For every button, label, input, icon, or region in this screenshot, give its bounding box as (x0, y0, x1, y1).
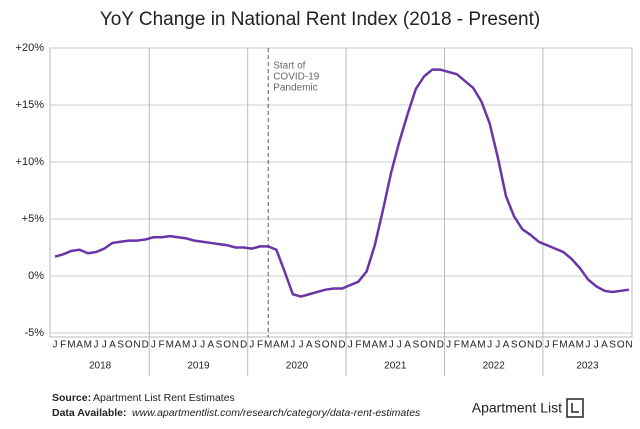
x-tick-label: N (232, 340, 239, 351)
x-tick-label: D (535, 340, 542, 351)
x-tick-label: J (94, 340, 99, 351)
data-available-label: Data Available: (52, 407, 127, 419)
plot-border (49, 47, 633, 338)
x-tick-label: M (576, 340, 584, 351)
y-tick-label: 0% (28, 270, 44, 282)
x-tick-label: O (125, 340, 133, 351)
x-tick-label: N (330, 340, 337, 351)
x-tick-label: F (454, 340, 460, 351)
x-tick-label: J (53, 340, 58, 351)
x-tick-label: J (299, 340, 304, 351)
x-tick-label: D (338, 340, 345, 351)
chart-title: YoY Change in National Rent Index (2018 … (100, 9, 540, 30)
y-tick-label: +5% (22, 213, 45, 225)
x-tick-label: M (84, 340, 92, 351)
logo-text: Apartment List (472, 400, 562, 416)
x-tick-label: J (200, 340, 205, 351)
x-tick-label: M (559, 340, 567, 351)
x-tick-label: J (446, 340, 451, 351)
x-tick-label: A (601, 340, 608, 351)
x-tick-label: J (495, 340, 500, 351)
x-tick-label: M (477, 340, 485, 351)
x-tick-label: N (133, 340, 140, 351)
x-tick-label: S (117, 340, 124, 351)
x-group-label: 2023 (576, 361, 599, 372)
x-tick-label: O (420, 340, 428, 351)
x-tick-label: J (151, 340, 156, 351)
x-tick-label: M (166, 340, 174, 351)
x-tick-label: A (76, 340, 83, 351)
x-tick-label: M (362, 340, 370, 351)
x-tick-label: M (461, 340, 469, 351)
x-tick-label: J (290, 340, 295, 351)
x-tick-label: D (437, 340, 444, 351)
x-tick-label: J (487, 340, 492, 351)
x-group-label: 2021 (384, 361, 407, 372)
x-tick-label: A (175, 340, 182, 351)
x-tick-label: J (102, 340, 107, 351)
source-label: Source: (52, 392, 91, 404)
x-group-label: 2020 (286, 361, 309, 372)
x-tick-label: F (159, 340, 165, 351)
y-tick-label: +20% (16, 42, 45, 54)
x-tick-label: S (609, 340, 616, 351)
y-tick-label: +15% (16, 99, 45, 111)
x-tick-label: J (586, 340, 591, 351)
x-tick-label: O (617, 340, 625, 351)
x-tick-label: A (503, 340, 510, 351)
x-tick-label: O (519, 340, 527, 351)
x-tick-label: F (355, 340, 361, 351)
x-tick-label: A (404, 340, 411, 351)
x-tick-label: J (389, 340, 394, 351)
x-group-label: 2018 (89, 361, 112, 372)
x-tick-label: M (280, 340, 288, 351)
x-tick-label: F (552, 340, 558, 351)
data-line (54, 68, 630, 298)
x-tick-label: A (306, 340, 313, 351)
x-tick-label: F (60, 340, 66, 351)
x-tick-label: J (192, 340, 197, 351)
x-tick-label: J (545, 340, 550, 351)
x-tick-label: S (412, 340, 419, 351)
x-tick-label: M (67, 340, 75, 351)
x-tick-label: N (625, 340, 632, 351)
x-tick-label: N (429, 340, 436, 351)
x-tick-label: F (257, 340, 263, 351)
x-group-label: 2019 (187, 361, 210, 372)
x-tick-label: M (379, 340, 387, 351)
annotation-text: COVID-19 (273, 72, 320, 83)
x-tick-label: S (314, 340, 321, 351)
x-tick-label: A (371, 340, 378, 351)
y-tick-label: +10% (16, 156, 45, 168)
x-tick-label: J (348, 340, 353, 351)
x-tick-label: M (182, 340, 190, 351)
x-tick-label: O (223, 340, 231, 351)
data-available-text: www.apartmentlist.com/research/category/… (132, 407, 421, 419)
logo-icon-mark (571, 403, 579, 413)
x-tick-label: J (594, 340, 599, 351)
x-tick-label: J (249, 340, 254, 351)
annotation-text: Pandemic (273, 83, 317, 94)
x-tick-label: N (527, 340, 534, 351)
x-tick-label: J (397, 340, 402, 351)
x-tick-label: S (216, 340, 223, 351)
x-tick-label: A (568, 340, 575, 351)
x-tick-label: O (322, 340, 330, 351)
y-tick-label: -5% (24, 327, 44, 339)
x-tick-label: S (511, 340, 518, 351)
x-tick-label: D (240, 340, 247, 351)
annotation-text: Start of (273, 61, 305, 72)
x-tick-label: D (142, 340, 149, 351)
x-group-label: 2022 (483, 361, 506, 372)
x-tick-label: A (109, 340, 116, 351)
x-tick-label: M (264, 340, 272, 351)
x-tick-label: A (470, 340, 477, 351)
logo: Apartment List (472, 398, 584, 418)
x-tick-label: A (273, 340, 280, 351)
source-text: Apartment List Rent Estimates (93, 392, 235, 404)
logo-icon (566, 398, 584, 418)
x-tick-label: A (207, 340, 214, 351)
